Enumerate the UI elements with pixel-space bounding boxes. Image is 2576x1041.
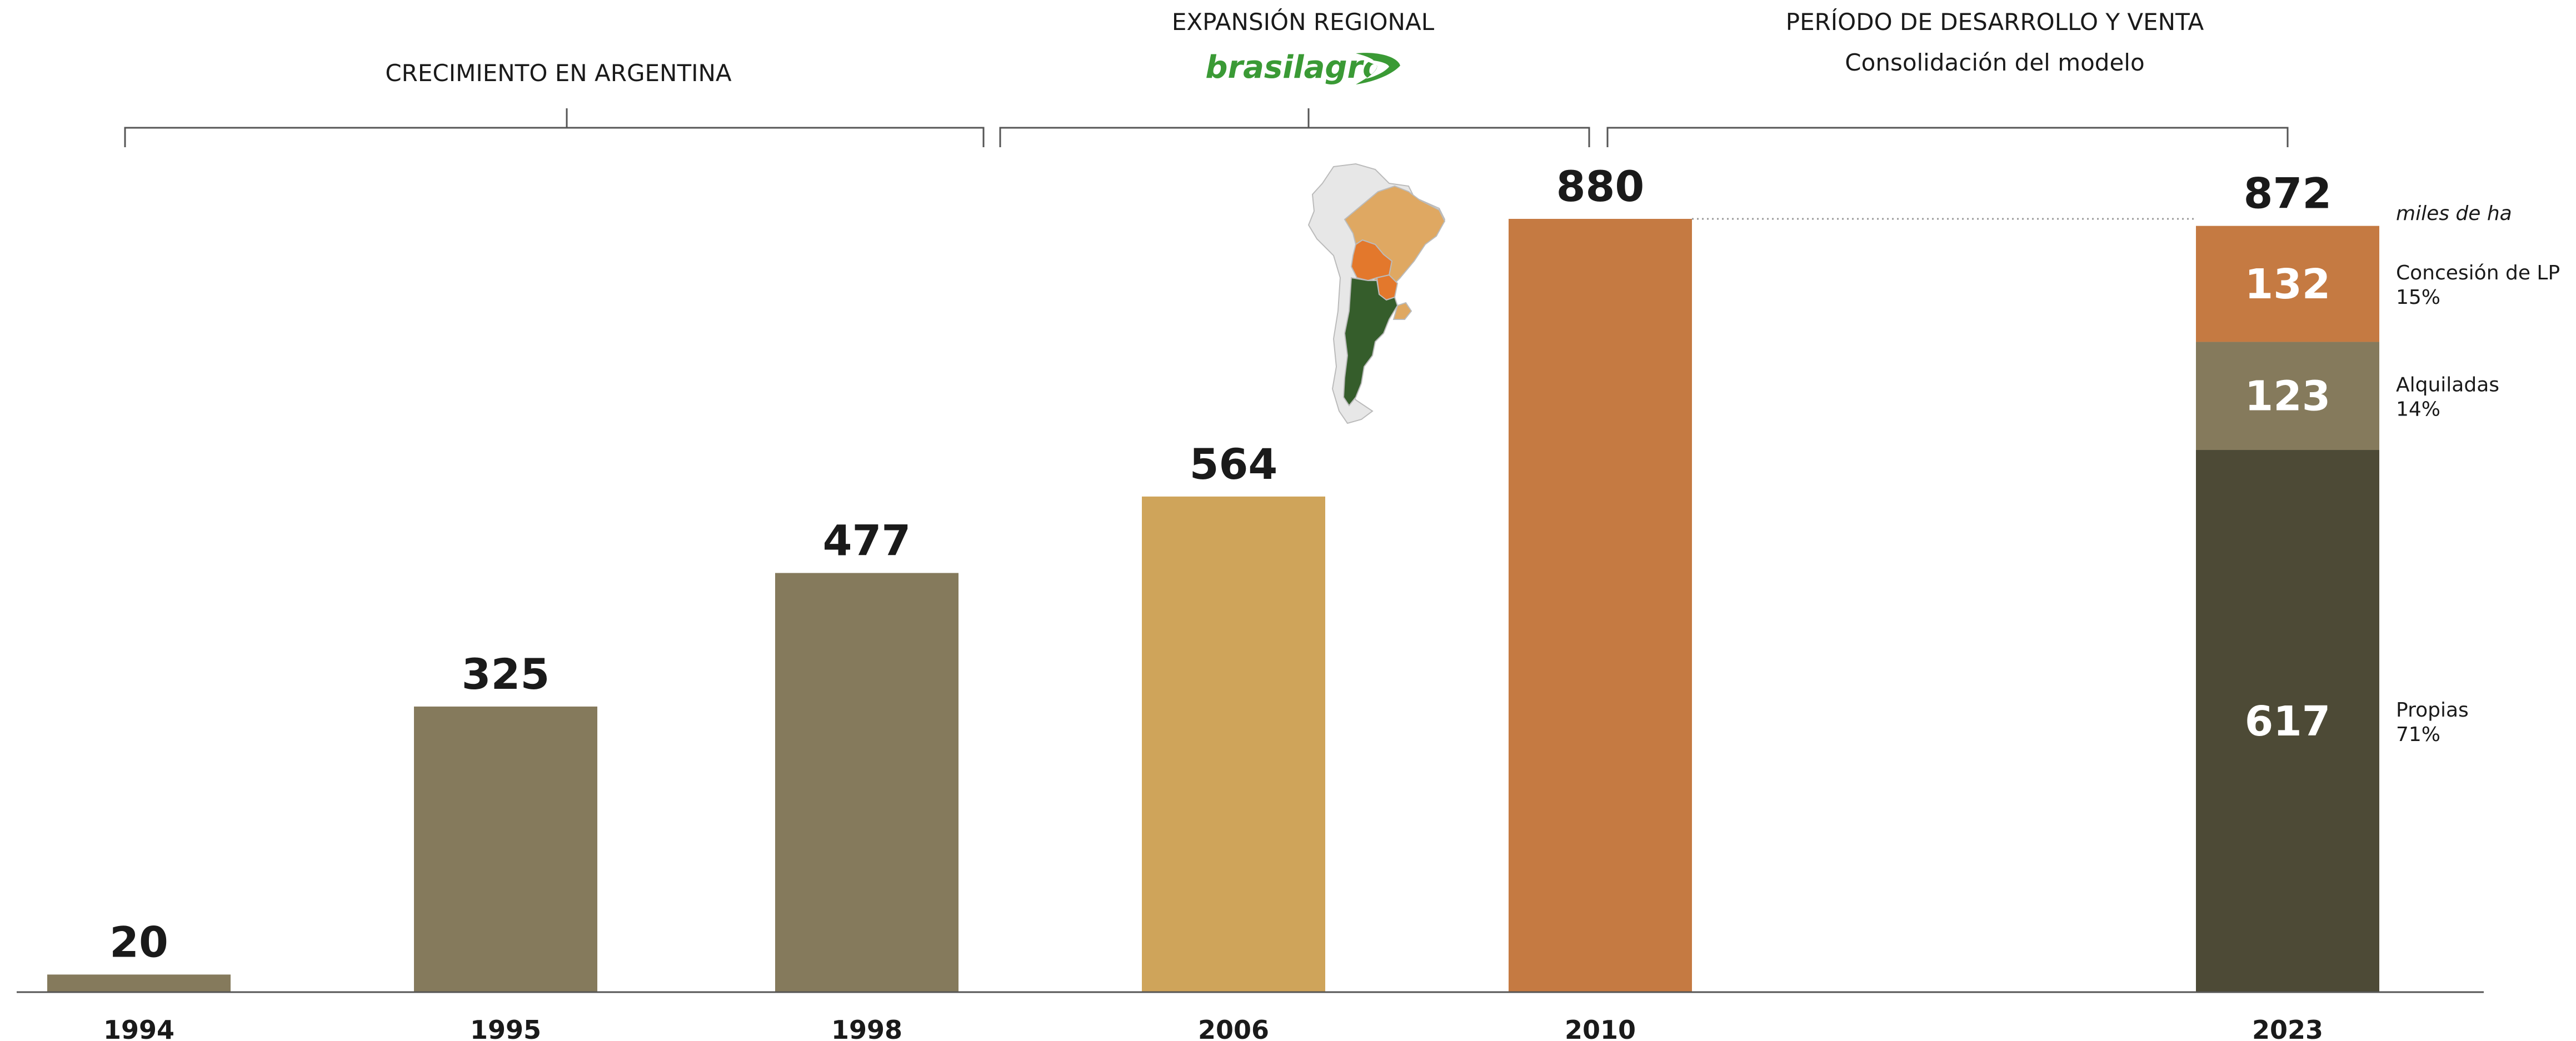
- segment-pct-propias: 71%: [2396, 723, 2440, 746]
- value-label-1994: 20: [109, 917, 168, 967]
- bracket-desarrollo: [1606, 127, 2289, 147]
- bar-2006: [1142, 496, 1325, 992]
- bars-layer: [47, 219, 1692, 992]
- period-title-desarrollo: PERÍODO DE DESARROLLO Y VENTA: [1786, 8, 2204, 36]
- category-label-2006: 2006: [1198, 1015, 1269, 1041]
- value-label-1998: 477: [823, 516, 911, 565]
- value-label-1995: 325: [462, 649, 550, 699]
- map-argentina: [1342, 277, 1399, 407]
- bar-1995: [414, 706, 597, 992]
- bar-1998: [775, 573, 958, 992]
- map-uruguay: [1392, 302, 1412, 320]
- period-subtitle-desarrollo: Consolidación del modelo: [1845, 49, 2144, 76]
- segment-pct-alquiladas: 14%: [2396, 398, 2440, 421]
- brasilagro-logo-text: brasilagro: [1205, 49, 1384, 86]
- period-title-regional: EXPANSIÓN REGIONAL: [1172, 8, 1435, 36]
- value-label-2006: 564: [1190, 439, 1278, 489]
- segment-name-concesi-n-de-lp: Concesión de LP: [2396, 262, 2560, 284]
- category-label-1998: 1998: [831, 1015, 902, 1041]
- segment-name-propias: Propias: [2396, 699, 2469, 722]
- segment-value-alquiladas: 123: [2245, 373, 2330, 421]
- segment-value-concesi-n-de-lp: 132: [2245, 261, 2330, 308]
- category-label-1994: 1994: [103, 1015, 174, 1041]
- value-label-2010: 880: [1556, 162, 1645, 211]
- segment-name-alquiladas: Alquiladas: [2396, 374, 2499, 397]
- unit-label: miles de ha: [2396, 202, 2512, 225]
- bracket-regional: [999, 108, 1590, 147]
- bracket-argentina: [124, 108, 985, 147]
- period-title-argentina: CRECIMIENTO EN ARGENTINA: [385, 59, 732, 87]
- category-label-1995: 1995: [470, 1015, 541, 1041]
- bar-1994: [47, 974, 231, 992]
- value-label-2023: 872: [2244, 169, 2332, 218]
- segment-alquiladas: [2196, 342, 2379, 451]
- segment-pct-concesi-n-de-lp: 15%: [2396, 286, 2440, 309]
- category-label-2023: 2023: [2252, 1015, 2323, 1041]
- bar-2010: [1509, 219, 1692, 992]
- category-label-2010: 2010: [1565, 1015, 1636, 1041]
- brasilagro-logo: brasilagro: [1205, 49, 1400, 86]
- segment-concesi-n-de-lp: [2196, 226, 2379, 342]
- segment-propias: [2196, 450, 2379, 992]
- segment-value-propias: 617: [2245, 698, 2330, 745]
- period-brackets: [124, 108, 2289, 147]
- south-america-map-icon: [1307, 163, 1446, 424]
- annotations-layer: 20 1994 325 1995 477 1998 564 2006 880 2010 872 202…: [103, 162, 2512, 1041]
